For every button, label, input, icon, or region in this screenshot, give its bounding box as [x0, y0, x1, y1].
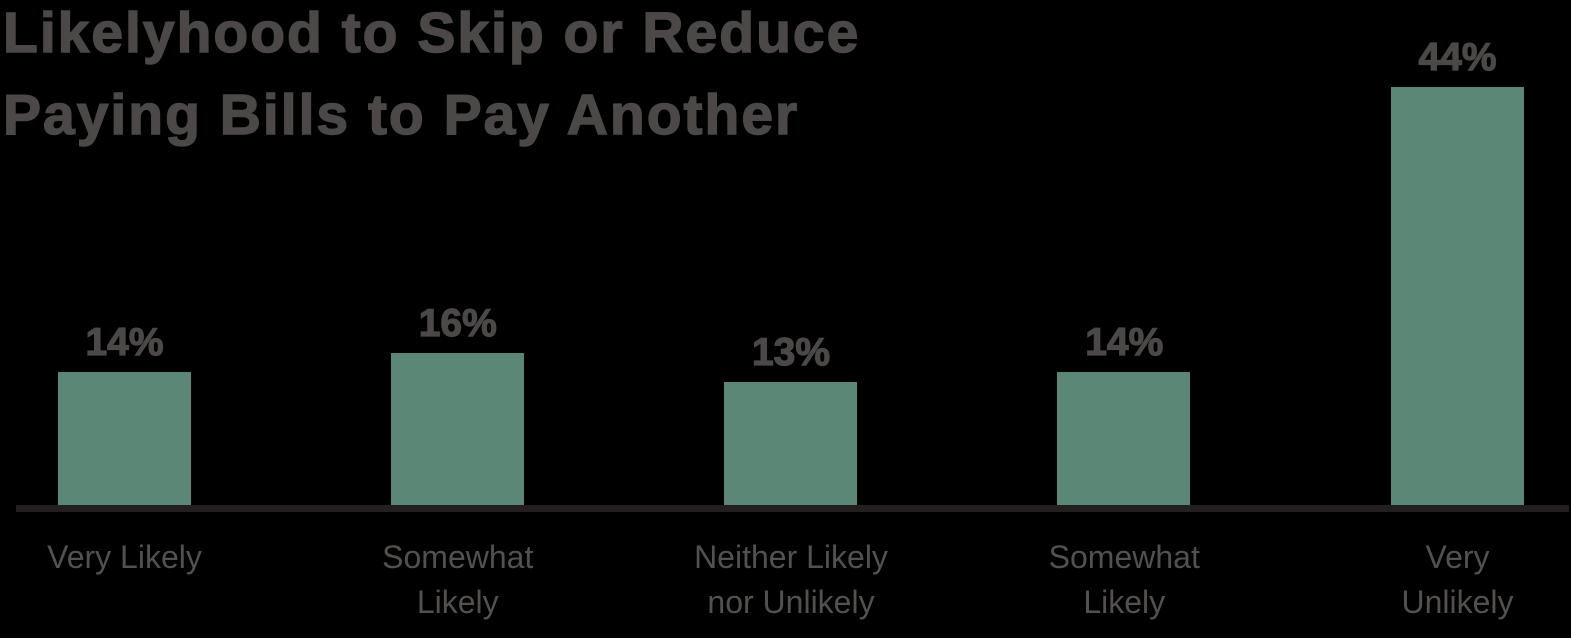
bar-value-label: 14%: [85, 321, 164, 364]
x-axis-line: [16, 505, 1569, 512]
category-label: Very Likely: [47, 539, 202, 575]
bar-group: 14% Somewhat Likely: [958, 0, 1290, 638]
bar: [1390, 87, 1524, 505]
bar-value-label: 44%: [1418, 36, 1497, 79]
bar-group: 13% Neither Likely nor Unlikely: [625, 0, 957, 638]
bar-value-label: 14%: [1085, 321, 1164, 364]
bar-value-label: 13%: [751, 330, 831, 374]
category-label: Somewhat Likely: [382, 539, 534, 620]
bar: [390, 353, 524, 505]
chart-title: Likelyhood to Skip or Reduce Paying Bill…: [2, 0, 861, 147]
bar-group: 44% Very Unlikely: [1292, 0, 1571, 638]
category-label: Somewhat Likely: [1048, 539, 1200, 620]
bar-group: 14% Very Likely: [0, 0, 291, 638]
category-label: Very Unlikely: [1401, 539, 1514, 620]
bar: [724, 381, 857, 505]
bar-group: 16% Somewhat Likely: [292, 0, 624, 638]
bar: [1057, 372, 1191, 505]
category-label: Neither Likely nor Unlikely: [694, 539, 888, 620]
bar-value-label: 16%: [418, 302, 497, 345]
bar: [57, 372, 191, 505]
